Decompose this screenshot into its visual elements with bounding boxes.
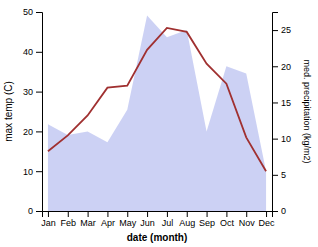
tick-mark [226,211,227,217]
y2-axis: 0 5 10 15 20 25 [272,13,291,217]
tick-mark [272,211,278,212]
y2-axis-title: med. precipitation (kg/m2) [302,59,312,163]
x-tick: Jul [162,211,174,228]
x-tick: Nov [239,211,256,228]
x-tick: Apr [101,211,115,228]
y-tick: 40 [23,47,42,57]
axis-line [36,13,43,212]
line [48,28,266,171]
x-tick: May [119,211,137,228]
x-tick: Feb [61,211,77,228]
tick-mark [68,211,69,217]
tick-label: Jan [41,218,56,228]
y-tick: 30 [23,87,42,97]
tick-mark [147,211,148,217]
tick-label: 0 [28,206,33,216]
tick-label: Dec [259,218,276,228]
tick-label: May [119,218,137,228]
tick-mark [36,52,42,53]
tick-mark [272,139,278,140]
x-tick: Jan [41,211,56,228]
tick-label: 50 [23,7,33,17]
tick-label: Aug [179,218,195,228]
tick-label: 20 [23,127,33,137]
tick-label: Oct [220,218,235,228]
chart: Jan FebMar Apr MayJun Jul Aug Sep Oct NovDec 0 10 2… [0,0,318,247]
y2-tick: 20 [272,62,291,72]
tick-label: Nov [239,218,256,228]
x-tick: Sep [199,211,215,228]
tick-mark [88,211,89,217]
tick-label: Apr [101,218,115,228]
tick-mark [127,211,128,217]
marks [48,16,266,211]
tick-mark [207,211,208,217]
x-tick: Aug [179,211,195,228]
x-tick: Mar [80,211,96,228]
axis-line [43,212,273,218]
tick-label: Mar [80,218,96,228]
y2-tick: 25 [272,25,291,35]
y-axis: 0 10 20 30 40 50 [23,7,43,216]
tick-mark [36,92,42,93]
x-axis: Jan FebMar Apr MayJun Jul Aug Sep Oct NovDec [41,211,275,228]
tick-mark [272,102,278,103]
tick-mark [246,211,247,217]
tick-label: Jun [140,218,155,228]
tick-mark [36,171,42,172]
y-tick: 10 [23,167,42,177]
y2-tick: 5 [272,170,286,180]
tick-mark [272,175,278,176]
x-tick: Oct [220,211,235,228]
y2-tick: 10 [272,134,291,144]
y-tick: 20 [23,127,42,137]
tick-label: 5 [281,170,286,180]
x-tick: Jun [140,211,155,228]
tick-mark [272,66,278,67]
tick-mark [167,211,168,217]
tick-mark [266,211,267,217]
y2-tick: 0 [272,206,286,216]
tick-label: Feb [61,218,77,228]
tick-label: Sep [199,218,215,228]
axis-line [273,13,279,212]
tick-mark [36,211,42,212]
tick-label: 40 [23,47,33,57]
y-tick: 0 [28,206,42,216]
tick-label: 15 [281,98,291,108]
tick-label: 10 [23,167,33,177]
area [48,16,266,211]
tick-mark [36,131,42,132]
tick-mark [187,211,188,217]
tick-mark [48,211,49,217]
tick-mark [107,211,108,217]
tick-label: 0 [281,206,286,216]
tick-label: Jul [162,218,174,228]
x-tick: Dec [259,211,276,228]
tick-label: 20 [281,62,291,72]
y-tick: 50 [23,7,42,17]
tick-mark [272,30,278,31]
plot: Jan FebMar Apr MayJun Jul Aug Sep Oct NovDec 0 10 2… [3,7,312,243]
tick-label: 10 [281,134,291,144]
tick-mark [36,12,42,13]
x-axis-title: date (month) [127,232,188,243]
y2-tick: 15 [272,98,291,108]
tick-label: 30 [23,87,33,97]
tick-label: 25 [281,25,291,35]
y-axis-title: max temp (C) [3,81,14,142]
